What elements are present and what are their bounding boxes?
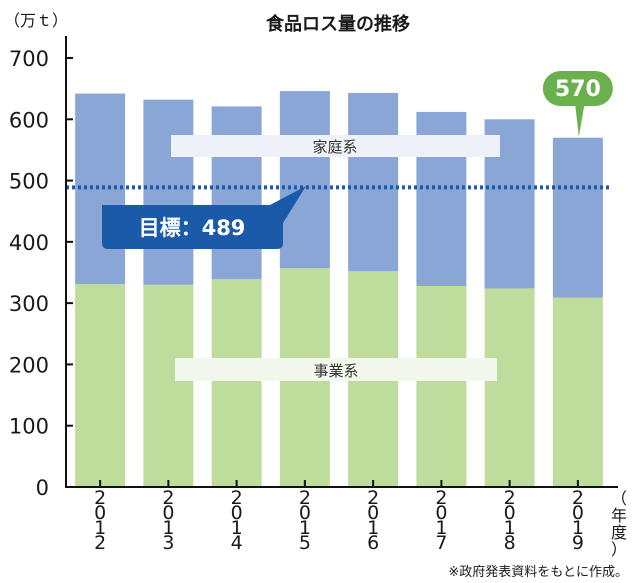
y-tick-label-100: 100 bbox=[9, 415, 49, 439]
y-tick-label-700: 700 bbox=[9, 47, 49, 71]
source-note: ※政府発表資料をもとに作成。 bbox=[448, 565, 628, 580]
target-layer: 目標：489 bbox=[66, 185, 612, 249]
household-series-label: 家庭系 bbox=[312, 138, 357, 156]
y-tick-label-200: 200 bbox=[9, 353, 49, 377]
bar-household-2016 bbox=[348, 92, 399, 272]
y-tick-label-300: 300 bbox=[9, 292, 49, 316]
business-series-label: 事業系 bbox=[313, 362, 358, 380]
bar-household-2015 bbox=[279, 91, 330, 269]
target-label: 目標：489 bbox=[139, 216, 246, 240]
bar-business-2012 bbox=[75, 284, 126, 487]
y-tick-label-500: 500 bbox=[9, 170, 49, 194]
bar-household-2014 bbox=[211, 106, 262, 280]
callout-value: 570 bbox=[555, 77, 601, 102]
bar-household-2012 bbox=[75, 93, 126, 285]
axis-layer: 0 100 200 300 400 500 600 700 2 0 1 2 2 0 1 3 2 0 1 4 2 0 1 5 2 0… bbox=[9, 36, 627, 559]
household-label-band bbox=[171, 135, 500, 157]
bar-business-2019 bbox=[552, 297, 603, 487]
target-callout-box bbox=[102, 186, 306, 249]
chart-title: 食品ロス量の推移 bbox=[265, 13, 410, 35]
bar-household-2013 bbox=[143, 99, 194, 285]
x-axis-unit-label: （年度） bbox=[611, 489, 627, 559]
bar-business-2013 bbox=[143, 284, 194, 487]
y-tick-label-0: 0 bbox=[36, 476, 49, 500]
bar-business-2018 bbox=[484, 288, 535, 487]
callout-bubble bbox=[542, 71, 613, 106]
y-tick-label-600: 600 bbox=[9, 108, 49, 132]
y-axis-unit-label: （万ｔ） bbox=[4, 11, 68, 30]
bars-layer bbox=[75, 91, 603, 487]
callout-pointer bbox=[574, 102, 585, 137]
y-tick-label-400: 400 bbox=[9, 231, 49, 255]
callout-layer: 570 bbox=[542, 71, 613, 137]
bar-household-2019 bbox=[552, 137, 603, 298]
bar-business-2017 bbox=[416, 285, 467, 487]
business-label-band bbox=[175, 358, 497, 381]
bar-business-2014 bbox=[211, 279, 262, 487]
